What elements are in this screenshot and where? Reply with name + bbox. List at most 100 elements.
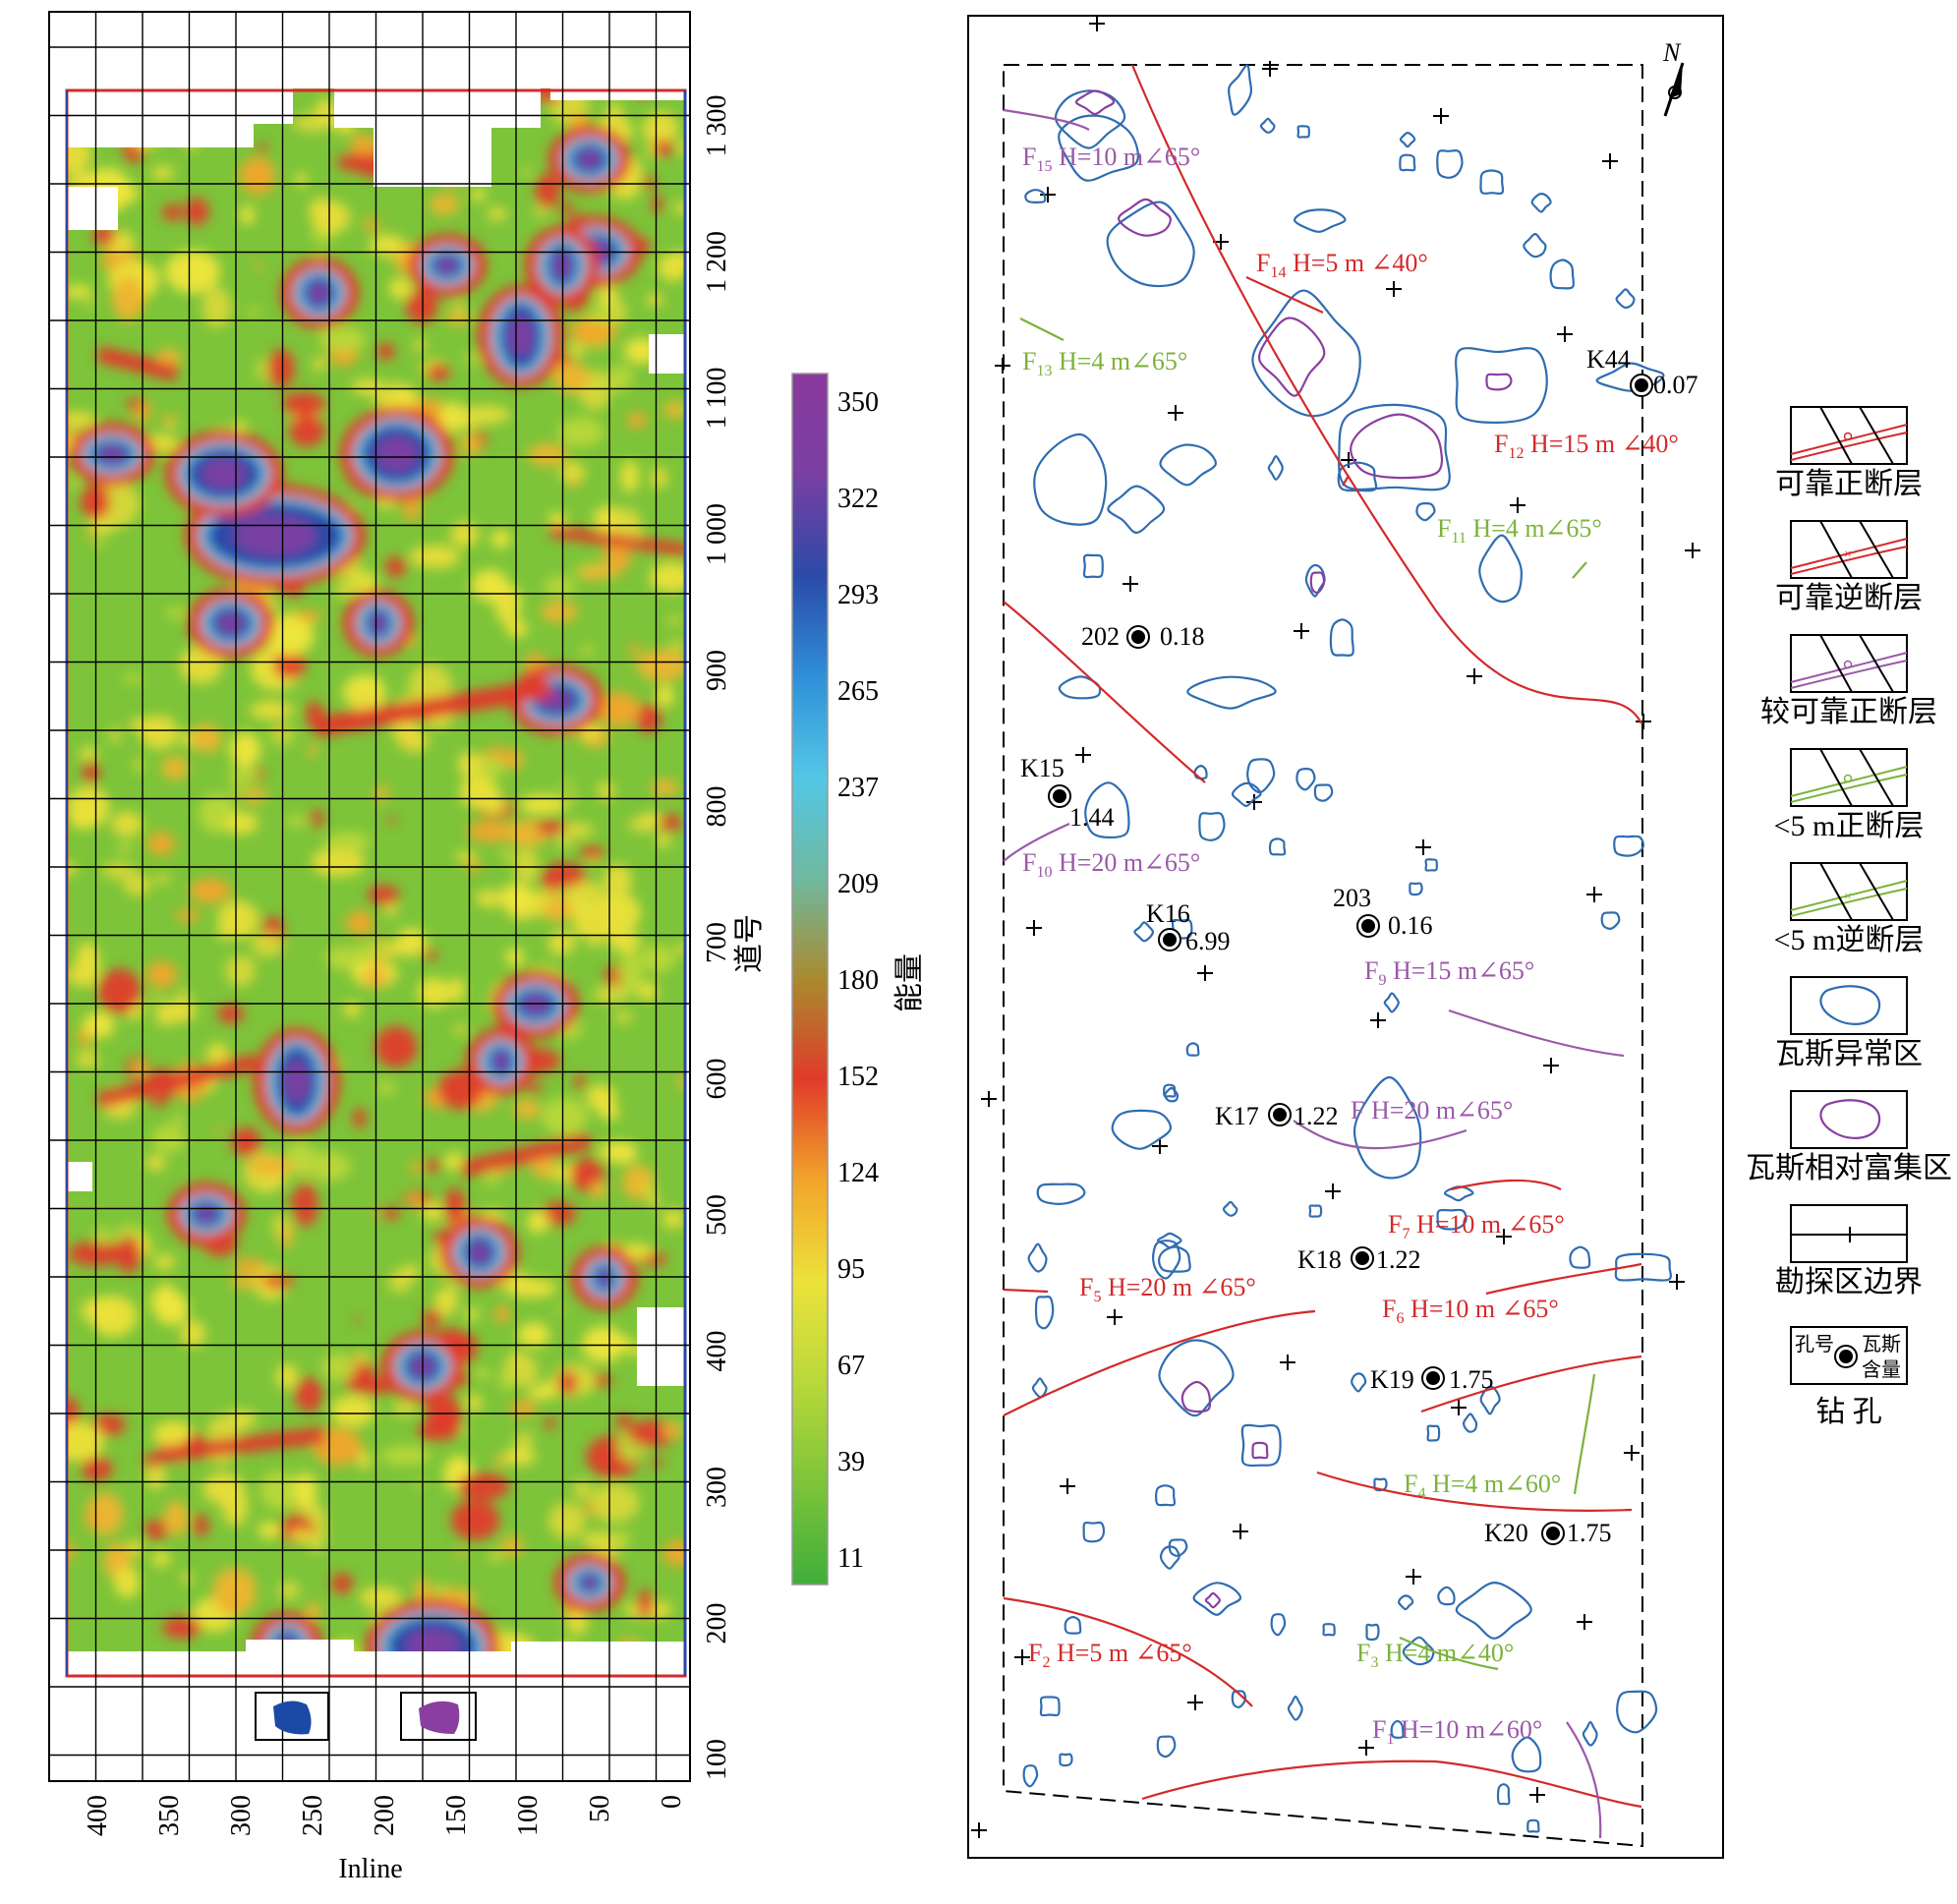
colorbar-tick: 180 <box>837 965 879 996</box>
legend-label: 勘探区边界 <box>1775 1266 1923 1298</box>
borehole-id: K17 <box>1215 1102 1259 1130</box>
colorbar-tick: 67 <box>837 1351 865 1381</box>
borehole-value: 0.16 <box>1388 911 1433 940</box>
legend-item: 瓦斯异常区 <box>1775 976 1923 1070</box>
colorbar-tick: 350 <box>837 387 879 418</box>
borehole-value: 1.75 <box>1449 1365 1494 1394</box>
fault-label-f5: F5 H=20 m ∠65° <box>1079 1273 1256 1305</box>
legend-label: 可靠逆断层 <box>1775 582 1923 614</box>
y-tick: 400 <box>702 1331 732 1372</box>
borehole-value: 0.07 <box>1653 371 1698 399</box>
legend-item: 较可靠正断层 <box>1760 634 1937 728</box>
legend-label: 瓦斯相对富集区 <box>1746 1152 1952 1184</box>
fault-label-f11: F11 H=4 m∠65° <box>1437 514 1602 547</box>
fault-label-f2: F2 H=5 m ∠65° <box>1028 1639 1192 1671</box>
colorbar-ticks: 350 322 293 265 237 209 180 152 124 95 67 39 11 <box>837 387 879 1574</box>
borehole-k19: K19 1.75 <box>1370 1365 1494 1394</box>
x-tick: 150 <box>441 1795 472 1836</box>
fault-label-f12: F12 H=15 m ∠40° <box>1494 430 1679 462</box>
x-tick: 400 <box>83 1795 113 1836</box>
borehole-value: 6.99 <box>1185 927 1231 955</box>
y-tick: 1 300 <box>702 95 732 157</box>
svg-text:×: × <box>1844 890 1852 904</box>
borehole-id: K16 <box>1146 899 1190 928</box>
legend-item: × <5 m逆断层 <box>1774 862 1924 956</box>
x-tick: 300 <box>226 1795 257 1836</box>
legend-item: 可靠正断层 <box>1775 406 1923 500</box>
borehole-id: K18 <box>1297 1245 1342 1274</box>
colorbar-title: 能量 <box>893 953 926 1012</box>
blue-cluster-box <box>255 1692 329 1741</box>
x-tick: 350 <box>154 1795 185 1836</box>
colorbar-tick: 209 <box>837 869 879 899</box>
legend-gas-label: 瓦斯 <box>1862 1333 1901 1356</box>
fault-label-f1: F1 H=10 m∠60° <box>1372 1715 1542 1748</box>
legend-hole-label: 孔号 <box>1795 1333 1834 1356</box>
colorbar-tick: 95 <box>837 1254 865 1285</box>
borehole-value: 1.75 <box>1567 1519 1612 1547</box>
borehole-k18: K18 1.22 <box>1297 1245 1421 1274</box>
y-tick: 700 <box>702 922 732 963</box>
borehole-id: K19 <box>1370 1365 1414 1394</box>
borehole-203: 203 0.16 <box>1333 884 1433 940</box>
x-axis-ticks: 400 350 300 250 200 150 100 50 0 <box>83 1795 687 1836</box>
colorbar-tick: 322 <box>837 484 879 514</box>
legend-borehole-caption: 钻 孔 <box>1815 1396 1882 1428</box>
right-fault-map: N F15 H=10 m∠65° F14 H=5 m ∠40° F13 H=4 m∠… <box>967 15 1724 1859</box>
svg-text:×: × <box>1844 548 1852 562</box>
y-tick: 200 <box>702 1603 732 1644</box>
y-tick: 800 <box>702 786 732 828</box>
fault-label-f8: F H=20 m∠65° <box>1351 1096 1513 1125</box>
borehole-k17: K17 1.22 <box>1215 1102 1339 1130</box>
fault-label-f15: F15 H=10 m∠65° <box>1022 143 1200 175</box>
y-axis-ticks: 1 300 1 200 1 100 1 000 900 800 700 600 500 400 30… <box>702 95 732 1781</box>
grid-crosses <box>971 16 1700 1838</box>
borehole-202: 202 0.18 <box>1081 622 1205 651</box>
x-tick: 0 <box>657 1795 687 1809</box>
y-tick: 1 100 <box>702 368 732 430</box>
y-tick: 1 000 <box>702 503 732 565</box>
x-tick: 100 <box>513 1795 544 1836</box>
borehole-id: 203 <box>1333 884 1371 912</box>
legend-label: 较可靠正断层 <box>1760 696 1937 728</box>
legend-item: 瓦斯相对富集区 <box>1746 1090 1952 1184</box>
fault-label-f10: F10 H=20 m∠65° <box>1022 848 1200 881</box>
y-tick: 1 200 <box>702 231 732 293</box>
energy-colorbar: 350 322 293 265 237 209 180 152 124 95 67 39 11 能量 <box>791 373 926 1586</box>
energy-heatmap <box>67 88 686 1677</box>
borehole-id: K15 <box>1020 754 1065 782</box>
fault-label-f13: F13 H=4 m∠65° <box>1022 347 1187 379</box>
colorbar-tick: 237 <box>837 773 879 803</box>
colorbar-gradient <box>791 373 829 1586</box>
y-tick: 300 <box>702 1467 732 1508</box>
colorbar-tick: 124 <box>837 1158 879 1188</box>
fault-label-f6: F6 H=10 m ∠65° <box>1382 1295 1559 1327</box>
purple-cluster-box <box>400 1692 477 1741</box>
fault-label-f7: F7 H=10 m ∠65° <box>1388 1210 1565 1242</box>
y-axis-label: 道号 <box>733 914 766 973</box>
borehole-k44: K44 0.07 <box>1586 345 1698 399</box>
x-tick: 200 <box>370 1795 400 1836</box>
blue-cluster-swatch <box>273 1701 312 1735</box>
borehole-value: 1.22 <box>1294 1102 1339 1130</box>
left-grid <box>48 12 690 1781</box>
colorbar-tick: 11 <box>837 1543 864 1574</box>
legend-gas-label-2: 含量 <box>1862 1358 1901 1381</box>
fault-labels: F15 H=10 m∠65° F14 H=5 m ∠40° F13 H=4 m∠65… <box>1022 143 1679 1748</box>
north-arrow: N <box>1662 38 1685 117</box>
fault-label-f9: F9 H=15 m∠65° <box>1364 956 1534 989</box>
y-tick: 100 <box>702 1739 732 1780</box>
legend-item: 勘探区边界 <box>1775 1204 1923 1298</box>
gas-rich-areas <box>1074 89 1513 1609</box>
legend-item: × 可靠逆断层 <box>1775 520 1923 614</box>
fault-lines <box>1003 64 1642 1839</box>
colorbar-tick: 152 <box>837 1062 879 1092</box>
borehole-id: 202 <box>1081 622 1120 651</box>
